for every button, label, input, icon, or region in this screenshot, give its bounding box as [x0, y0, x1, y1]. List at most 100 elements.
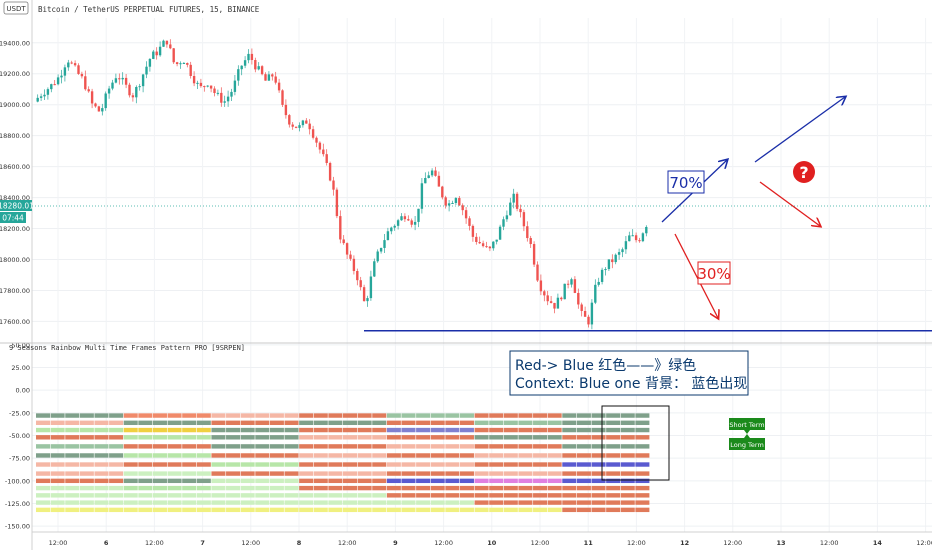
- heatmap-cell: [518, 471, 533, 476]
- heatmap-cell: [269, 453, 284, 458]
- heatmap-cell: [65, 435, 80, 440]
- heatmap-cell: [226, 500, 241, 505]
- heatmap-cell: [357, 500, 372, 505]
- heatmap-cell: [36, 507, 51, 513]
- heatmap-cell: [167, 500, 182, 505]
- heatmap-cell: [328, 427, 343, 433]
- short-term-label: Short Term: [729, 421, 764, 429]
- heatmap-cell: [430, 427, 445, 433]
- up-probability-box[interactable]: [667, 170, 705, 194]
- heatmap-cell: [109, 478, 124, 484]
- candle-body: [590, 302, 594, 325]
- long-term-label-box[interactable]: [729, 438, 765, 450]
- heatmap-cell: [196, 471, 211, 476]
- heatmap-cell: [606, 462, 621, 467]
- candle-body: [141, 74, 145, 87]
- heatmap-cell: [167, 444, 182, 449]
- candle-body: [430, 170, 434, 176]
- heatmap-cell: [284, 427, 299, 433]
- heatmap-cell: [226, 485, 241, 491]
- heatmap-cell: [401, 493, 416, 498]
- heatmap-cell: [284, 500, 299, 505]
- heatmap-cell: [401, 485, 416, 491]
- note-line-2: Context: Blue one 背景： 蓝色出现: [515, 375, 747, 392]
- short-term-label-box[interactable]: [729, 418, 765, 430]
- heatmap-cell: [226, 435, 241, 440]
- heatmap-cell: [182, 493, 197, 498]
- heatmap-cell: [255, 471, 270, 476]
- candle-body: [240, 65, 243, 70]
- down-scenario-arrow[interactable]: [674, 233, 718, 318]
- heatmap-cell: [211, 471, 226, 476]
- highlight-rectangle[interactable]: [601, 405, 670, 481]
- continuation-up-arrow[interactable]: [754, 97, 845, 163]
- candle-body: [424, 178, 427, 184]
- time-tick-label: 11: [584, 539, 594, 547]
- heatmap-cell: [65, 444, 80, 449]
- heatmap-cell: [240, 478, 255, 484]
- heatmap-cell: [94, 453, 109, 458]
- continuation-down-arrow[interactable]: [759, 181, 820, 226]
- price-tick-label: 18600.00: [0, 163, 30, 171]
- candle-body: [441, 186, 444, 198]
- heatmap-cell: [474, 478, 489, 484]
- heatmap-cell: [386, 471, 401, 476]
- heatmap-cell: [255, 444, 270, 449]
- candle-body: [566, 283, 570, 285]
- heatmap-cell: [533, 507, 548, 513]
- time-tick-label: 7: [200, 539, 205, 547]
- heatmap-cell: [606, 507, 621, 513]
- candle-body: [509, 202, 512, 216]
- heatmap-cell: [313, 471, 328, 476]
- indicator-tick-label: 25.00: [11, 364, 30, 372]
- heatmap-cell: [211, 435, 226, 440]
- heatmap-cell: [343, 435, 358, 440]
- heatmap-cell: [284, 485, 299, 491]
- question-icon[interactable]: [793, 161, 815, 183]
- heatmap-cell: [109, 462, 124, 467]
- heatmap-cell: [372, 427, 387, 433]
- note-box[interactable]: [509, 350, 749, 396]
- heatmap-cell: [152, 507, 167, 513]
- down-probability-box[interactable]: [697, 261, 731, 285]
- heatmap-cell: [459, 453, 474, 458]
- symbol-title[interactable]: Bitcoin / TetherUS PERPETUAL FUTURES, 15…: [38, 5, 260, 14]
- candle-body: [237, 69, 240, 81]
- heatmap-cell: [138, 500, 153, 505]
- heatmap-cell: [386, 462, 401, 467]
- time-axis[interactable]: 12:00 6 12:00 7 12:00 8 12:00 9 12:00 10 12:00 11 12…: [49, 539, 932, 547]
- heatmap-cell: [65, 462, 80, 467]
- heatmap-cell: [240, 435, 255, 440]
- candle-body: [192, 75, 196, 84]
- heatmap-cell: [240, 485, 255, 491]
- heatmap-cell: [284, 462, 299, 467]
- heatmap-cell: [533, 435, 548, 440]
- heatmap-cell: [167, 478, 182, 484]
- heatmap-cell: [299, 471, 314, 476]
- heatmap-cell: [357, 427, 372, 433]
- heatmap-cell: [94, 420, 109, 426]
- candle-body: [393, 225, 396, 228]
- heatmap-cell: [401, 453, 416, 458]
- candlestick-series[interactable]: [36, 39, 648, 330]
- price-tick-label: 17800.00: [0, 287, 30, 295]
- main-price-axis[interactable]: 19400.00 19200.00 19000.00 18800.00 18600.00…: [0, 39, 30, 326]
- heatmap-cell: [65, 500, 80, 505]
- heatmap-cell: [576, 471, 591, 476]
- indicator-value-axis[interactable]: 50.00 25.00 0.00 -25.00 -50.00 -75.00 -100.00 -…: [5, 341, 30, 530]
- price-tick-label: 18200.00: [0, 225, 30, 233]
- heatmap-cell: [416, 500, 431, 505]
- heatmap-cell: [547, 435, 562, 440]
- candle-body: [614, 254, 617, 263]
- rainbow-heatmap: [36, 413, 650, 513]
- currency-badge-label: USDT: [6, 5, 26, 13]
- heatmap-cell: [65, 485, 80, 491]
- heatmap-cell: [50, 420, 65, 426]
- time-tick-label: 12:00: [49, 539, 68, 547]
- currency-badge[interactable]: [3, 1, 29, 15]
- heatmap-cell: [518, 462, 533, 467]
- candle-body: [186, 63, 189, 65]
- indicator-title[interactable]: 9 Seasons Rainbow Multi Time Frames Patt…: [9, 344, 245, 352]
- heatmap-cell: [518, 427, 533, 433]
